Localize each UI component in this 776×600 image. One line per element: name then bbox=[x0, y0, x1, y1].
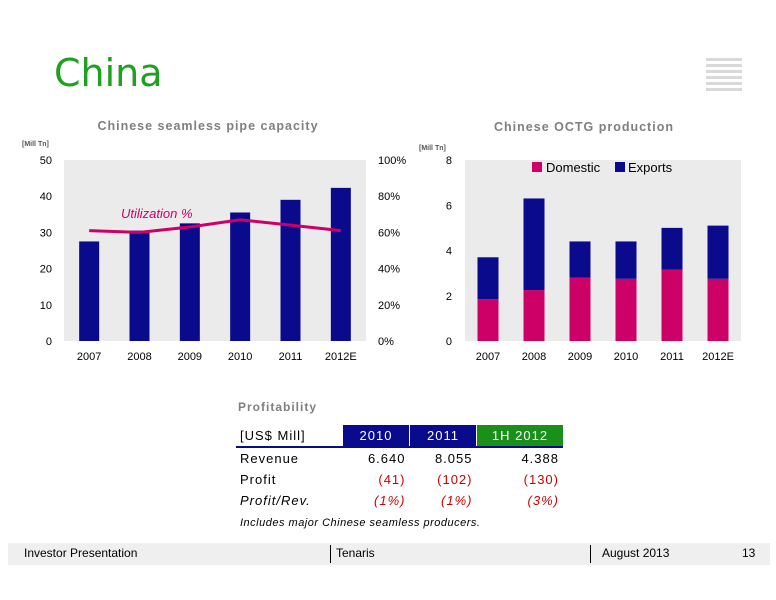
table-header-label: [US$ Mill] bbox=[236, 425, 343, 448]
utilization-line bbox=[89, 218, 341, 234]
right-x-tick: 2007 bbox=[476, 351, 500, 363]
right-chart-title: Chinese OCTG production bbox=[494, 120, 674, 134]
left-x-tick: 2008 bbox=[127, 351, 151, 363]
cell: 4.388 bbox=[521, 451, 559, 466]
octg-bar-domestic-2012E bbox=[707, 278, 729, 341]
table-row: Revenue 6.640 8.055 4.388 bbox=[236, 447, 563, 469]
left-y2-tick: 80% bbox=[378, 191, 400, 203]
cell: (1%) bbox=[441, 493, 473, 508]
octg-bar-domestic-2009 bbox=[569, 277, 591, 341]
octg-bar-domestic-2011 bbox=[661, 269, 683, 341]
left-x-tick: 2007 bbox=[77, 351, 101, 363]
octg-bar-domestic-2010 bbox=[615, 278, 637, 341]
cell: (130) bbox=[523, 472, 559, 487]
table-header-2010: 2010 bbox=[342, 425, 410, 448]
table-row: Profit (41) (102) (130) bbox=[236, 469, 563, 490]
right-plot-area bbox=[465, 160, 741, 341]
octg-bar-exports-2007 bbox=[477, 257, 499, 300]
left-x-tick: 2011 bbox=[279, 351, 303, 363]
octg-bar-domestic-2008 bbox=[523, 290, 545, 341]
row-label: Profit bbox=[240, 472, 277, 487]
footer-divider bbox=[590, 545, 591, 563]
left-y2-tick: 40% bbox=[378, 264, 400, 276]
legend-domestic-swatch bbox=[532, 162, 542, 172]
table-row: Profit/Rev. (1%) (1%) (3%) bbox=[236, 490, 563, 511]
octg-bar-exports-2011 bbox=[661, 227, 683, 270]
profitability-table: [US$ Mill] 2010 2011 1H 2012 Revenue 6.6… bbox=[236, 425, 563, 511]
footnote: Includes major Chinese seamless producer… bbox=[240, 517, 481, 529]
left-y-tick: 20 bbox=[40, 264, 52, 276]
left-x-tick: 2012E bbox=[325, 351, 357, 363]
capacity-bar-2009 bbox=[179, 223, 200, 341]
page-title: China bbox=[54, 51, 163, 95]
left-x-tick: 2010 bbox=[228, 351, 252, 363]
cell: (41) bbox=[378, 472, 406, 487]
left-y2-tick: 100% bbox=[378, 155, 406, 167]
octg-bar-domestic-2007 bbox=[477, 299, 499, 341]
left-y-tick: 30 bbox=[40, 227, 52, 239]
right-chart-unit: [Mill Tn] bbox=[419, 145, 446, 152]
footer-divider bbox=[330, 545, 331, 563]
right-x-tick: 2011 bbox=[660, 351, 684, 363]
right-x-tick: 2010 bbox=[614, 351, 638, 363]
footer-page-number: 13 bbox=[742, 546, 756, 560]
footer-center-text: Tenaris bbox=[336, 546, 375, 560]
table-header-2011: 2011 bbox=[409, 425, 477, 448]
row-label: Revenue bbox=[240, 451, 300, 466]
table-header-1h2012: 1H 2012 bbox=[476, 425, 563, 448]
utilization-label: Utilization % bbox=[121, 206, 193, 221]
octg-bar-exports-2008 bbox=[523, 198, 545, 291]
left-chart-title: Chinese seamless pipe capacity bbox=[97, 119, 318, 133]
octg-bar-exports-2010 bbox=[615, 241, 637, 279]
octg-bar-exports-2012E bbox=[707, 225, 729, 279]
legend-domestic-label: Domestic bbox=[546, 160, 601, 175]
legend-exports-swatch bbox=[615, 162, 625, 172]
right-y-tick: 0 bbox=[446, 336, 452, 348]
right-x-tick: 2009 bbox=[568, 351, 592, 363]
capacity-bar-2008 bbox=[129, 230, 150, 341]
footer-left-text: Investor Presentation bbox=[24, 546, 138, 560]
cell: (1%) bbox=[374, 493, 406, 508]
cell: (3%) bbox=[527, 493, 559, 508]
octg-bar-exports-2009 bbox=[569, 241, 591, 278]
cell: 8.055 bbox=[434, 451, 473, 466]
right-y-tick: 6 bbox=[446, 200, 452, 212]
footer-date: August 2013 bbox=[602, 546, 670, 560]
legend-exports-label: Exports bbox=[628, 160, 673, 175]
row-label: Profit/Rev. bbox=[240, 493, 311, 508]
left-plot-area bbox=[64, 160, 366, 341]
cell: (102) bbox=[437, 472, 473, 487]
cell: 6.640 bbox=[367, 451, 406, 466]
footer-bar: Investor Presentation Tenaris August 201… bbox=[8, 543, 770, 565]
left-y-tick: 0 bbox=[46, 336, 52, 348]
right-x-tick: 2012E bbox=[702, 351, 734, 363]
left-chart-unit: [Mill Tn] bbox=[22, 141, 49, 148]
tenaris-logo-icon bbox=[706, 58, 742, 94]
left-x-tick: 2009 bbox=[178, 351, 202, 363]
capacity-bar-2007 bbox=[79, 241, 100, 341]
left-y-tick: 10 bbox=[40, 300, 52, 312]
right-x-tick: 2008 bbox=[522, 351, 546, 363]
capacity-bar-2010 bbox=[230, 212, 251, 341]
profitability-title: Profitability bbox=[238, 400, 318, 414]
left-y2-tick: 20% bbox=[378, 300, 400, 312]
right-y-tick: 2 bbox=[446, 291, 452, 303]
left-y-tick: 50 bbox=[40, 155, 52, 167]
capacity-bar-2011 bbox=[280, 199, 301, 341]
right-y-tick: 4 bbox=[446, 246, 452, 258]
left-y-tick: 40 bbox=[40, 191, 52, 203]
left-y2-tick: 0% bbox=[378, 336, 394, 348]
left-y2-tick: 60% bbox=[378, 227, 400, 239]
table-header-row: [US$ Mill] 2010 2011 1H 2012 bbox=[236, 425, 563, 448]
right-y-tick: 8 bbox=[446, 155, 452, 167]
capacity-bar-2012E bbox=[330, 187, 351, 341]
